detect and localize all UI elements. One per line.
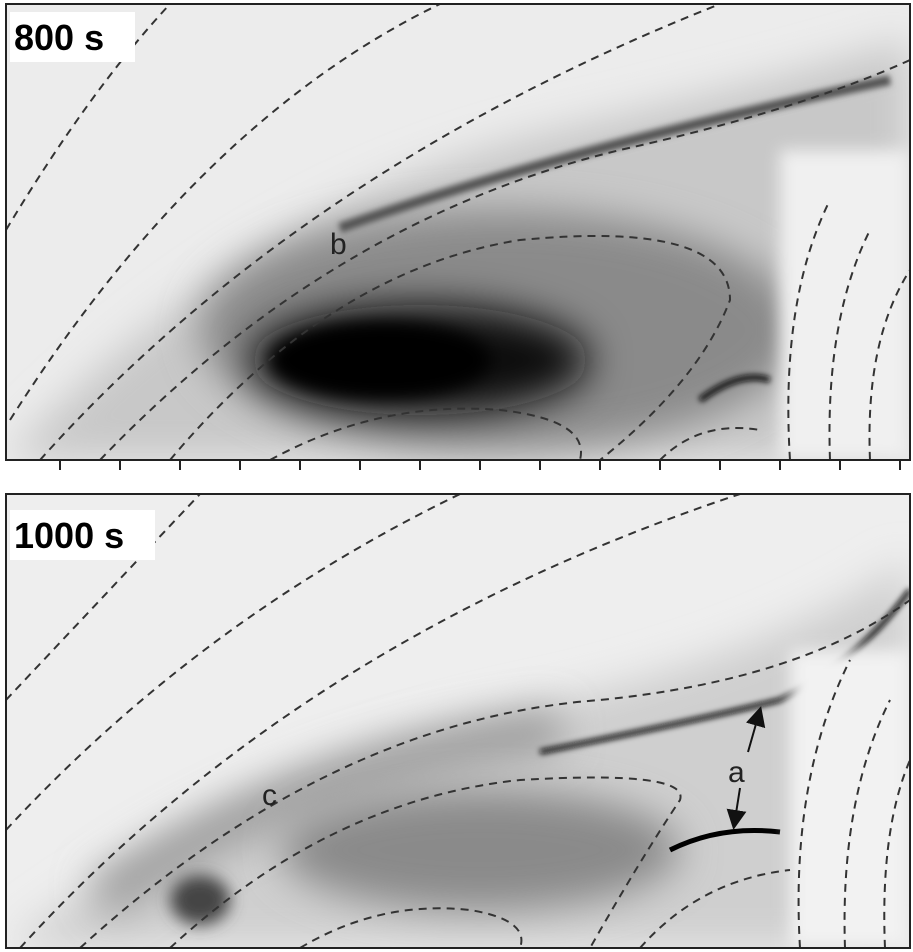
panel-frame <box>5 493 911 949</box>
annotation: b <box>330 228 347 261</box>
panel-800s <box>6 4 910 460</box>
arrow <box>745 706 766 753</box>
annotation: c <box>262 779 277 812</box>
panel-label: 1000 s <box>14 515 124 556</box>
panel-frame <box>5 3 911 461</box>
panel-1000s <box>6 494 910 948</box>
arrow <box>726 787 747 830</box>
tick-row <box>59 460 901 470</box>
annotation: a <box>728 756 745 789</box>
panel-label: 800 s <box>14 17 104 58</box>
